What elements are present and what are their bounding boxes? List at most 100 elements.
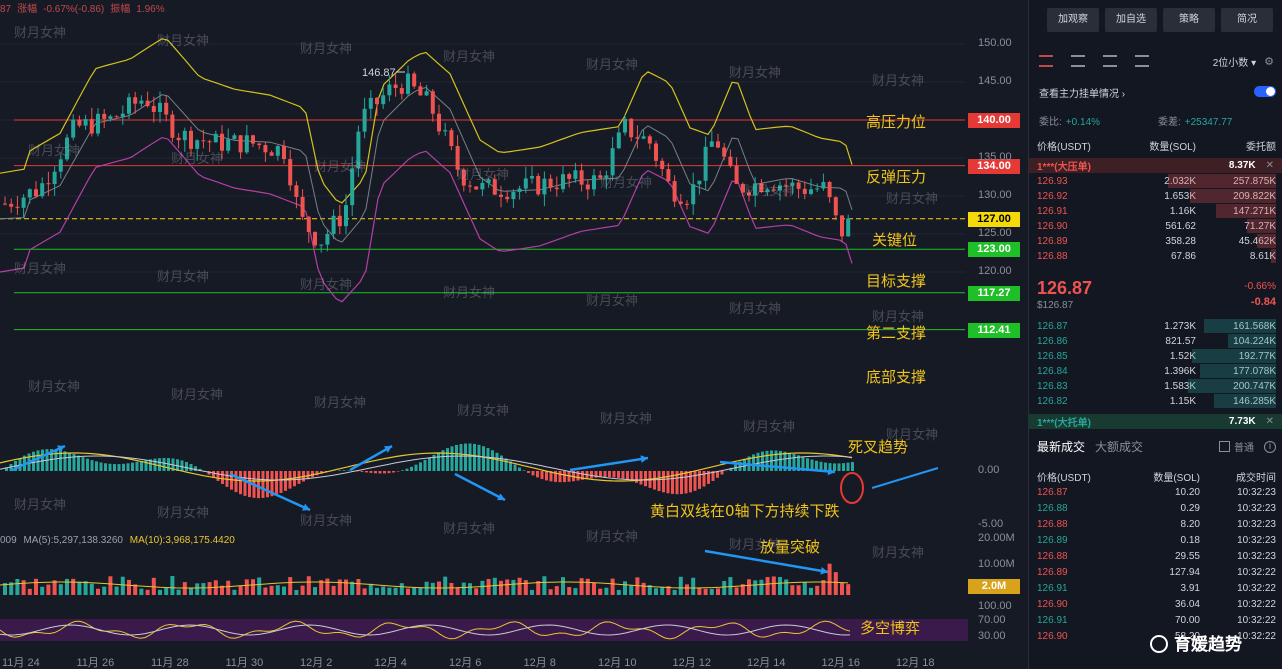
candle-body — [275, 146, 280, 156]
candle-body — [530, 175, 534, 179]
ask-row[interactable]: 126.93 2.032K 257.875K — [1037, 174, 1276, 188]
tab-large-trades[interactable]: 大额成交 — [1095, 440, 1144, 454]
ask-price: 126.89 — [1037, 235, 1068, 247]
price-axis-label: 135.00 — [978, 151, 1012, 163]
asks-only-icon[interactable] — [1103, 55, 1117, 67]
candle-body — [722, 147, 727, 157]
trades-header: 价格(USDT) 数量(SOL) 成交时间 — [1037, 469, 1276, 484]
ask-row[interactable]: 126.92 1.653K 209.822K — [1037, 189, 1276, 203]
candle-body — [827, 182, 832, 198]
bid-row[interactable]: 126.87 1.273K 161.568K — [1037, 319, 1276, 333]
volume-bar — [610, 578, 615, 595]
macd-bar — [378, 471, 382, 474]
candle-body — [182, 130, 187, 141]
volume-bar — [226, 580, 231, 595]
common-checkbox[interactable]: 普通 — [1219, 439, 1254, 454]
macd-bar — [752, 454, 755, 471]
macd-bar — [189, 463, 193, 471]
volume-bar — [114, 586, 119, 595]
chart-area[interactable]: 146.87 87 涨幅 -0.67%(-0.86) 振幅 1.96% 009 MA(5… — [0, 0, 1022, 669]
oscillator-axis-label: 100.00 — [978, 600, 1012, 612]
macd-bar — [464, 443, 467, 471]
ask-qty: 561.62 — [1165, 220, 1196, 232]
ask-row[interactable]: 126.90 561.62 71.27K — [1037, 219, 1276, 233]
close-icon[interactable]: ✕ — [1265, 160, 1274, 171]
big-bid-order[interactable]: 1***(大托单) 7.73K ✕ — [1029, 414, 1282, 429]
bid-row[interactable]: 126.85 1.52K 192.77K — [1037, 349, 1276, 363]
decimals-select[interactable]: 2位小数 ▾ — [1212, 57, 1257, 69]
ask-row[interactable]: 126.91 1.16K 147.271K — [1037, 204, 1276, 218]
date-label: 12月 18 — [896, 657, 935, 669]
price-tag: 112.41 — [968, 322, 1020, 338]
volume-bar — [542, 576, 547, 595]
gear-icon[interactable]: ⚙ — [1264, 55, 1274, 68]
candle-body — [319, 244, 324, 246]
add-watch-button[interactable]: 加观察 — [1047, 8, 1099, 32]
bid-depth-bar — [1204, 319, 1276, 333]
view-main-orders-link[interactable]: 查看主力挂单情况 › — [1039, 89, 1126, 100]
volume-bar — [232, 589, 237, 595]
ob-header-total[interactable]: 委托额 — [1246, 142, 1276, 153]
volume-bar — [821, 580, 826, 595]
brand-name: 育媛趋势 — [1174, 635, 1242, 654]
candle-body — [244, 135, 249, 153]
macd-bar — [270, 471, 274, 497]
macd-bar — [621, 471, 625, 479]
annotation-high-pressure: 高压力位 — [866, 113, 927, 131]
bid-depth-bar — [1187, 379, 1276, 393]
strategy-button[interactable]: 策略 — [1163, 8, 1215, 32]
ask-row[interactable]: 126.89 358.28 45.462K — [1037, 234, 1276, 248]
volume-bar — [399, 583, 404, 595]
macd-bar — [711, 471, 715, 481]
macd-bar — [576, 471, 580, 481]
volume-bar — [46, 584, 51, 595]
overview-button[interactable]: 简况 — [1221, 8, 1273, 32]
bid-depth-bar — [1213, 394, 1276, 408]
expand-icon[interactable] — [1135, 55, 1149, 67]
candle-body — [77, 119, 82, 126]
both-sides-icon[interactable] — [1039, 55, 1053, 67]
volume-bar — [443, 576, 448, 595]
bid-row[interactable]: 126.83 1.583K 200.747K — [1037, 379, 1276, 393]
info-icon[interactable]: i — [1264, 440, 1276, 453]
bid-depth-bar — [1199, 364, 1276, 378]
volume-bar — [319, 580, 324, 595]
candle-body — [635, 137, 640, 139]
tab-latest-trades[interactable]: 最新成交 — [1037, 440, 1086, 454]
macd-bar — [702, 471, 706, 487]
ask-row[interactable]: 126.88 67.86 8.61K — [1037, 249, 1276, 263]
volume-arrow — [704, 549, 829, 574]
volume-bar — [350, 581, 355, 595]
volume-bar — [480, 580, 485, 595]
macd-bar — [657, 471, 661, 492]
macd-bar — [140, 460, 143, 471]
macd-bar — [86, 458, 89, 471]
candle-body — [598, 175, 603, 178]
big-ask-order[interactable]: 1***(大压单) 8.37K ✕ — [1029, 158, 1282, 173]
candle-body — [747, 192, 751, 196]
volume-bar — [381, 586, 386, 595]
candle-body — [331, 215, 336, 234]
macd-trend-line — [871, 467, 939, 489]
ratio-value: +0.14% — [1065, 117, 1100, 128]
main-orders-toggle[interactable] — [1254, 86, 1276, 97]
macd-bar — [221, 471, 224, 484]
upper-band — [0, 38, 853, 204]
volume-bar — [15, 578, 20, 595]
macd-bar — [158, 458, 161, 471]
macd-bar — [810, 459, 814, 471]
candle-body — [288, 159, 293, 186]
bids-only-icon[interactable] — [1071, 55, 1085, 67]
candlestick-chart[interactable]: 146.87 — [0, 0, 1022, 669]
macd-bar — [135, 461, 139, 471]
macd-bar — [689, 471, 692, 493]
add-favorite-button[interactable]: 加自选 — [1105, 8, 1157, 32]
macd-arrow — [569, 456, 649, 472]
candle-body — [189, 130, 193, 149]
bid-row[interactable]: 126.82 1.15K 146.285K — [1037, 394, 1276, 408]
macd-arrow — [719, 460, 836, 474]
close-icon[interactable]: ✕ — [1265, 416, 1274, 427]
candle-body — [809, 189, 813, 194]
bid-row[interactable]: 126.84 1.396K 177.078K — [1037, 364, 1276, 378]
bid-row[interactable]: 126.86 821.57 104.224K — [1037, 334, 1276, 348]
